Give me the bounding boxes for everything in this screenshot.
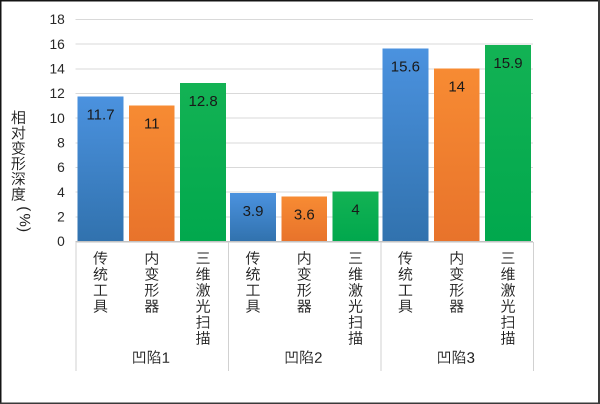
svg-text:15.6: 15.6 bbox=[391, 59, 420, 76]
svg-text:3.9: 3.9 bbox=[243, 203, 264, 220]
svg-text:14: 14 bbox=[448, 78, 465, 95]
svg-text:15.9: 15.9 bbox=[493, 55, 522, 72]
svg-text:14: 14 bbox=[49, 62, 65, 77]
svg-text:0: 0 bbox=[57, 234, 65, 249]
svg-text:4: 4 bbox=[351, 202, 359, 219]
svg-text:2: 2 bbox=[57, 210, 65, 225]
svg-text:8: 8 bbox=[57, 136, 65, 151]
svg-text:18: 18 bbox=[49, 12, 65, 27]
svg-text:16: 16 bbox=[49, 37, 65, 52]
svg-text:11.7: 11.7 bbox=[86, 107, 114, 124]
svg-text:4: 4 bbox=[57, 185, 65, 200]
svg-text:12: 12 bbox=[49, 86, 64, 101]
svg-text:6: 6 bbox=[57, 160, 65, 175]
svg-text:10: 10 bbox=[49, 111, 65, 126]
svg-text:12.8: 12.8 bbox=[188, 93, 217, 110]
svg-text:3.6: 3.6 bbox=[294, 207, 315, 224]
svg-text:11: 11 bbox=[144, 115, 160, 132]
